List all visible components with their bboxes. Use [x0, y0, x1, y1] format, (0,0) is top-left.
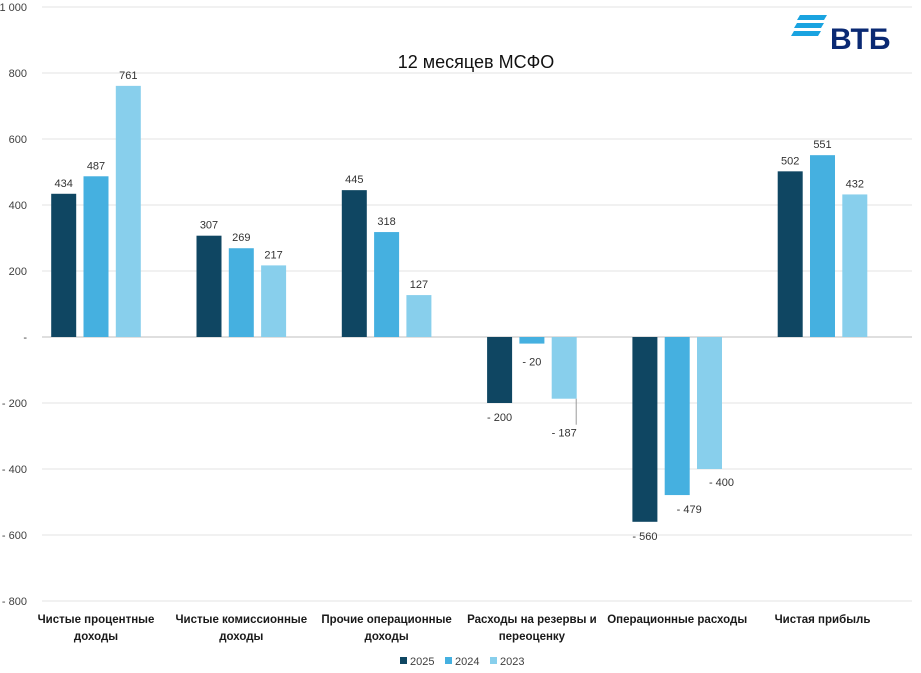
data-label-2025: - 560 [632, 531, 657, 543]
legend-label-2024: 2024 [455, 656, 479, 668]
bar-2024 [374, 232, 400, 337]
gridlines [42, 6, 912, 602]
y-tick-label: - [23, 332, 27, 344]
bar-2023 [406, 295, 432, 337]
y-tick-label: 1 000 [0, 2, 27, 14]
y-tick-label: - 800 [2, 596, 27, 608]
y-tick-label: - 600 [2, 530, 27, 542]
data-label-2024: - 479 [677, 504, 702, 516]
bar-2024 [664, 337, 690, 496]
vtb-logo-text: ВТБ [830, 23, 890, 56]
legend-label-2023: 2023 [500, 656, 524, 668]
category-label: Чистая прибыль [775, 614, 871, 626]
bar-2023 [842, 194, 868, 337]
category-label: Операционные расходы [607, 614, 747, 626]
vtb-logo: ВТБ [791, 15, 890, 56]
data-label-2025: 307 [200, 220, 218, 232]
category-label: Расходы на резервы и [467, 614, 597, 626]
data-label-2023: - 400 [709, 477, 734, 489]
bar-2024 [810, 155, 835, 337]
logo-stripe [797, 15, 827, 20]
bar-2024 [519, 337, 545, 344]
bar-2025 [777, 171, 803, 337]
data-label-2025: 434 [55, 178, 73, 190]
data-label-2023: 127 [410, 279, 428, 291]
bar-2025 [196, 235, 222, 337]
y-tick-label: - 200 [2, 398, 27, 410]
legend-swatch-2024 [445, 657, 452, 664]
data-label-2024: 487 [87, 160, 105, 172]
bar-2025 [51, 193, 77, 337]
category-label: Чистые комиссионные [175, 614, 307, 626]
data-label-2024: 551 [813, 139, 831, 151]
bar-2025 [341, 190, 367, 337]
category-label: Чистые процентные [38, 614, 155, 626]
data-label-2025: 502 [781, 155, 799, 167]
x-axis-categories: Чистые процентные доходы Чистые комиссионн… [38, 614, 871, 643]
bar-2023 [261, 265, 287, 337]
category-label: переоценку [499, 631, 566, 643]
y-axis: 1 000 800 600 400 200 - - 200 - 400 - 600 - 800 [0, 2, 27, 608]
y-tick-label: 200 [9, 266, 27, 278]
chart-title: 12 месяцев МСФО [398, 52, 555, 72]
legend-label-2025: 2025 [410, 656, 434, 668]
data-label-2024: - 20 [522, 357, 541, 369]
legend: 2025 2024 2023 [400, 656, 524, 668]
bar-2023 [551, 337, 577, 399]
bar-2023 [697, 337, 722, 469]
category-label: доходы [74, 631, 118, 643]
data-label-2023: 432 [846, 178, 864, 190]
y-tick-label: 400 [9, 200, 27, 212]
bar-2025 [487, 337, 513, 403]
y-tick-label: 800 [9, 68, 27, 80]
y-tick-label: - 400 [2, 464, 27, 476]
data-label-2024: 269 [232, 232, 250, 244]
logo-stripe [794, 23, 824, 28]
bar-2024 [83, 176, 109, 337]
bar-2024 [228, 248, 254, 337]
data-label-2025: 445 [345, 174, 363, 186]
data-label-2024: 318 [377, 216, 395, 228]
legend-swatch-2023 [490, 657, 497, 664]
bar-2023 [115, 85, 141, 338]
data-label-2025: - 200 [487, 412, 512, 424]
data-label-2023: - 187 [552, 428, 577, 440]
data-label-2023: 761 [119, 70, 137, 82]
data-label-2023: 217 [264, 249, 282, 261]
data-labels: 434 487 761 307 269 217 445 318 127 - 200 - 20 - 18… [55, 70, 864, 543]
category-label: доходы [219, 631, 263, 643]
bars [51, 85, 868, 522]
logo-stripe [791, 31, 821, 36]
category-label: доходы [365, 631, 409, 643]
category-label: Прочие операционные [321, 614, 451, 626]
legend-swatch-2025 [400, 657, 407, 664]
bar-2025 [632, 337, 658, 522]
y-tick-label: 600 [9, 134, 27, 146]
vtb-logo-icon [791, 15, 827, 36]
